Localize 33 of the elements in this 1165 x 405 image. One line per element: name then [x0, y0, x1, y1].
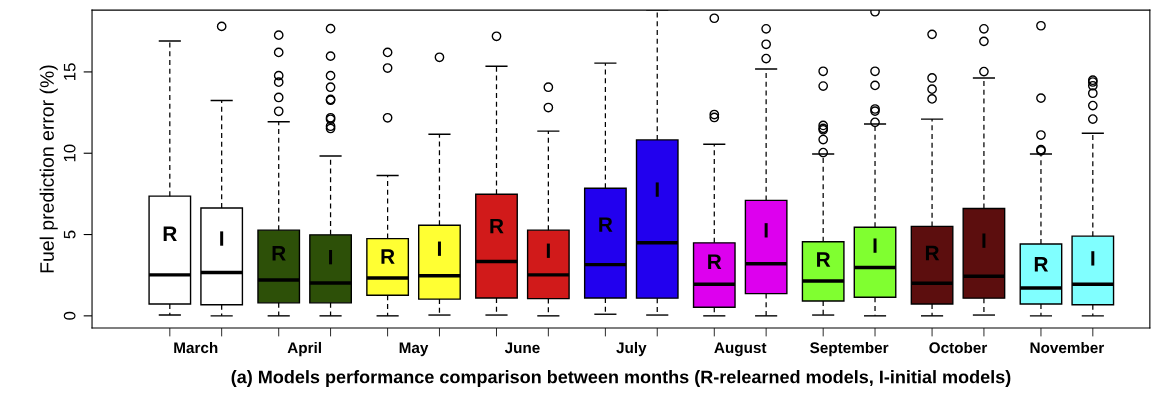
- y-axis-title: Fuel prediction error (%): [39, 65, 58, 273]
- y-tick-label: 5: [63, 230, 76, 239]
- x-tick-label: May: [399, 342, 429, 357]
- text: R: [599, 217, 613, 232]
- text: R: [272, 246, 286, 261]
- x-axis-title: (a) Models performance comparison between months (R-relearned models, I-initial models): [231, 370, 1011, 387]
- y-tick-label: 10: [63, 144, 76, 162]
- text: I: [655, 182, 659, 197]
- x-tick-label: November: [1030, 341, 1105, 354]
- text: R: [381, 249, 395, 264]
- text: R: [708, 254, 722, 269]
- text: I: [982, 233, 986, 248]
- text: I: [546, 243, 550, 258]
- x-tick-label: March: [174, 341, 218, 354]
- text: R: [163, 226, 177, 241]
- text: R: [1034, 257, 1049, 272]
- text: I: [1091, 251, 1095, 266]
- series-label: R: [817, 252, 831, 267]
- series-label: I: [873, 238, 877, 253]
- x-tick-label: June: [504, 342, 540, 354]
- text: I: [437, 241, 441, 256]
- text: I: [220, 231, 224, 246]
- x-tick-label: September: [810, 341, 889, 357]
- x-tick-label: August: [714, 342, 767, 357]
- text: R: [490, 218, 504, 234]
- y-tick-label: 15: [63, 63, 76, 80]
- text: I: [764, 223, 768, 238]
- x-tick-label: October: [929, 341, 988, 354]
- x-tick-label: April: [287, 341, 321, 357]
- text: I: [329, 249, 333, 265]
- y-tick-label: 0: [63, 311, 76, 320]
- x-tick-label: July: [616, 341, 647, 357]
- text: R: [925, 245, 940, 261]
